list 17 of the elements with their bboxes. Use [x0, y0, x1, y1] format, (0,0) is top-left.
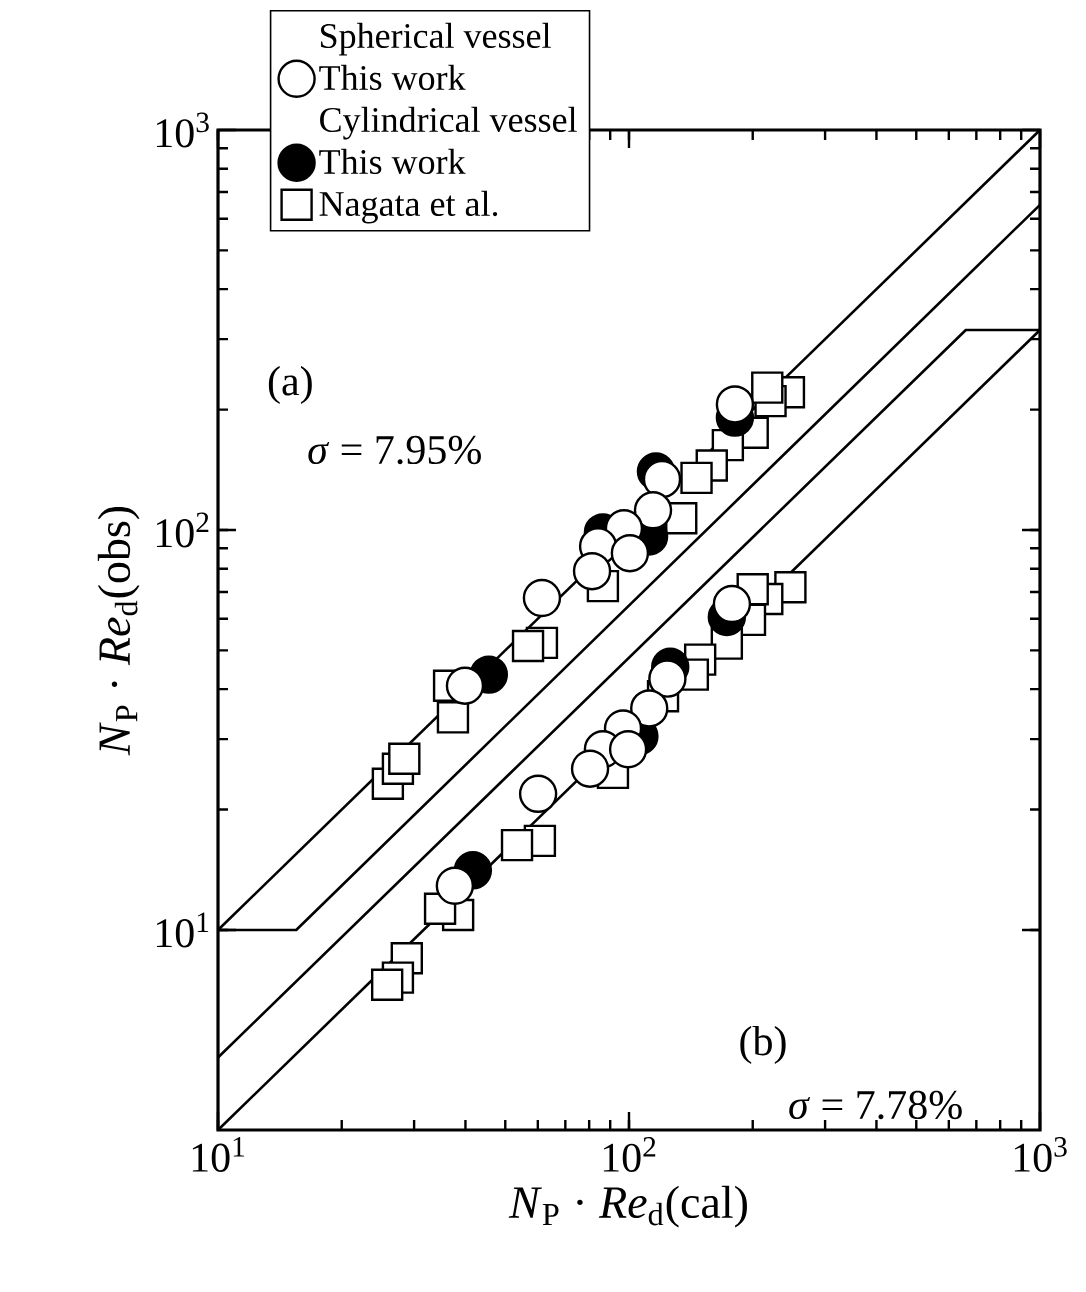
y-tick-label: 10$^{2}$	[156, 512, 209, 548]
annotation: σ = 7.78%	[789, 1090, 962, 1120]
y-tick-label: 10$^{3}$	[156, 112, 209, 148]
x-tick-label: 10$^{1}$	[192, 1137, 245, 1172]
y-axis-title: N$_{P}$ · Re$_{d}$(obs)	[97, 506, 140, 756]
x-tick-label: 10$^{3}$	[1014, 1137, 1067, 1172]
annotation: Cylindrical vessel	[320, 106, 577, 140]
annotation: (b)	[740, 1025, 786, 1065]
legend-label: This work	[319, 64, 466, 91]
legend-label: This work	[319, 148, 466, 175]
annotation: σ = 7.95%	[308, 435, 481, 465]
text: Spherical vessel	[321, 22, 551, 56]
x-tick-label: 10$^{2}$	[603, 1137, 656, 1172]
x-axis-title: N$_{P}$ · Re$_{d}$(cal)	[508, 1185, 747, 1228]
annotation: (a)	[268, 365, 312, 405]
legend-label: Nagata et al.	[319, 190, 498, 224]
y-tick-label: 10$^{1}$	[156, 912, 209, 948]
